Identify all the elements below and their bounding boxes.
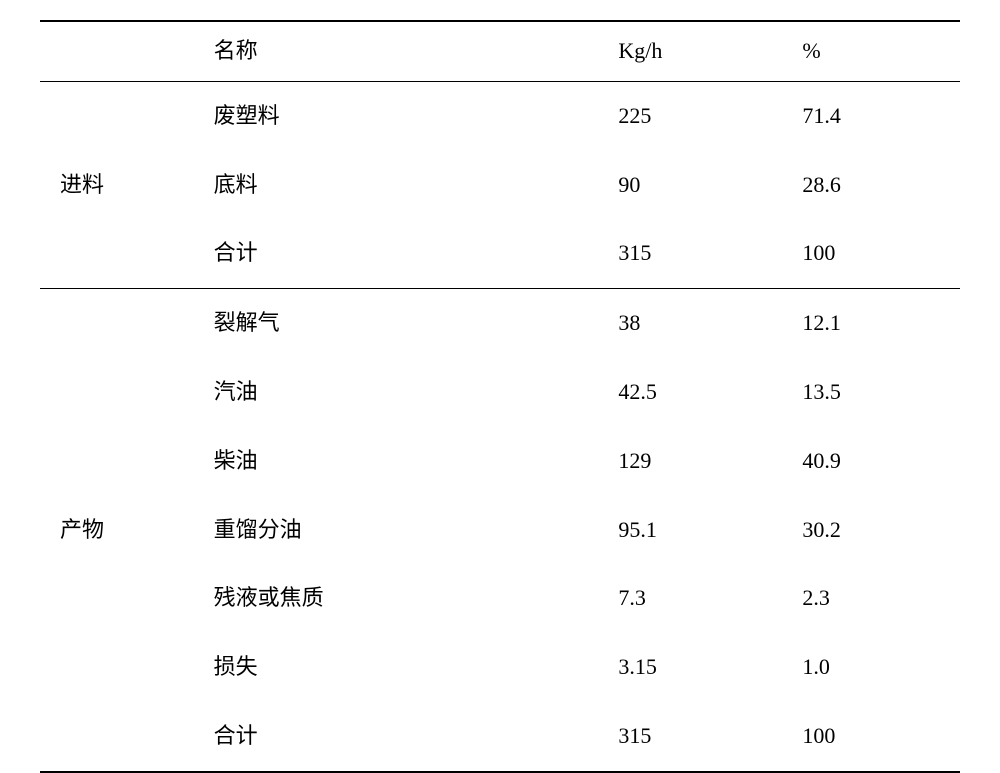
group-cell-feed: 进料 xyxy=(40,81,206,288)
cell-percent: 1.0 xyxy=(794,633,960,702)
cell-name: 重馏分油 xyxy=(206,496,611,565)
cell-rate: 7.3 xyxy=(610,564,794,633)
section-feed: 进料 废塑料 225 71.4 底料 90 28.6 合计 315 100 xyxy=(40,81,960,288)
section-product: 产物 裂解气 38 12.1 汽油 42.5 13.5 柴油 129 40.9 … xyxy=(40,289,960,772)
cell-percent: 100 xyxy=(794,219,960,288)
cell-name: 底料 xyxy=(206,151,611,220)
cell-rate: 38 xyxy=(610,289,794,358)
header-name: 名称 xyxy=(206,21,611,81)
cell-percent: 13.5 xyxy=(794,358,960,427)
table-header-row: 名称 Kg/h % xyxy=(40,21,960,81)
cell-percent: 2.3 xyxy=(794,564,960,633)
cell-rate: 225 xyxy=(610,81,794,150)
cell-rate: 90 xyxy=(610,151,794,220)
cell-rate: 3.15 xyxy=(610,633,794,702)
cell-name: 汽油 xyxy=(206,358,611,427)
header-group xyxy=(40,21,206,81)
cell-rate: 95.1 xyxy=(610,496,794,565)
cell-rate: 42.5 xyxy=(610,358,794,427)
data-table: 名称 Kg/h % 进料 废塑料 225 71.4 底料 90 28.6 合计 … xyxy=(40,20,960,773)
cell-percent: 40.9 xyxy=(794,427,960,496)
header-rate: Kg/h xyxy=(610,21,794,81)
cell-percent: 30.2 xyxy=(794,496,960,565)
cell-name: 合计 xyxy=(206,219,611,288)
cell-percent: 12.1 xyxy=(794,289,960,358)
cell-rate: 315 xyxy=(610,702,794,772)
cell-name: 裂解气 xyxy=(206,289,611,358)
table-row: 进料 废塑料 225 71.4 xyxy=(40,81,960,150)
header-percent: % xyxy=(794,21,960,81)
cell-name: 残液或焦质 xyxy=(206,564,611,633)
cell-name: 废塑料 xyxy=(206,81,611,150)
cell-name: 合计 xyxy=(206,702,611,772)
cell-percent: 28.6 xyxy=(794,151,960,220)
cell-name: 损失 xyxy=(206,633,611,702)
cell-rate: 315 xyxy=(610,219,794,288)
cell-rate: 129 xyxy=(610,427,794,496)
table-row: 产物 裂解气 38 12.1 xyxy=(40,289,960,358)
cell-percent: 71.4 xyxy=(794,81,960,150)
cell-percent: 100 xyxy=(794,702,960,772)
cell-name: 柴油 xyxy=(206,427,611,496)
group-cell-product: 产物 xyxy=(40,289,206,772)
